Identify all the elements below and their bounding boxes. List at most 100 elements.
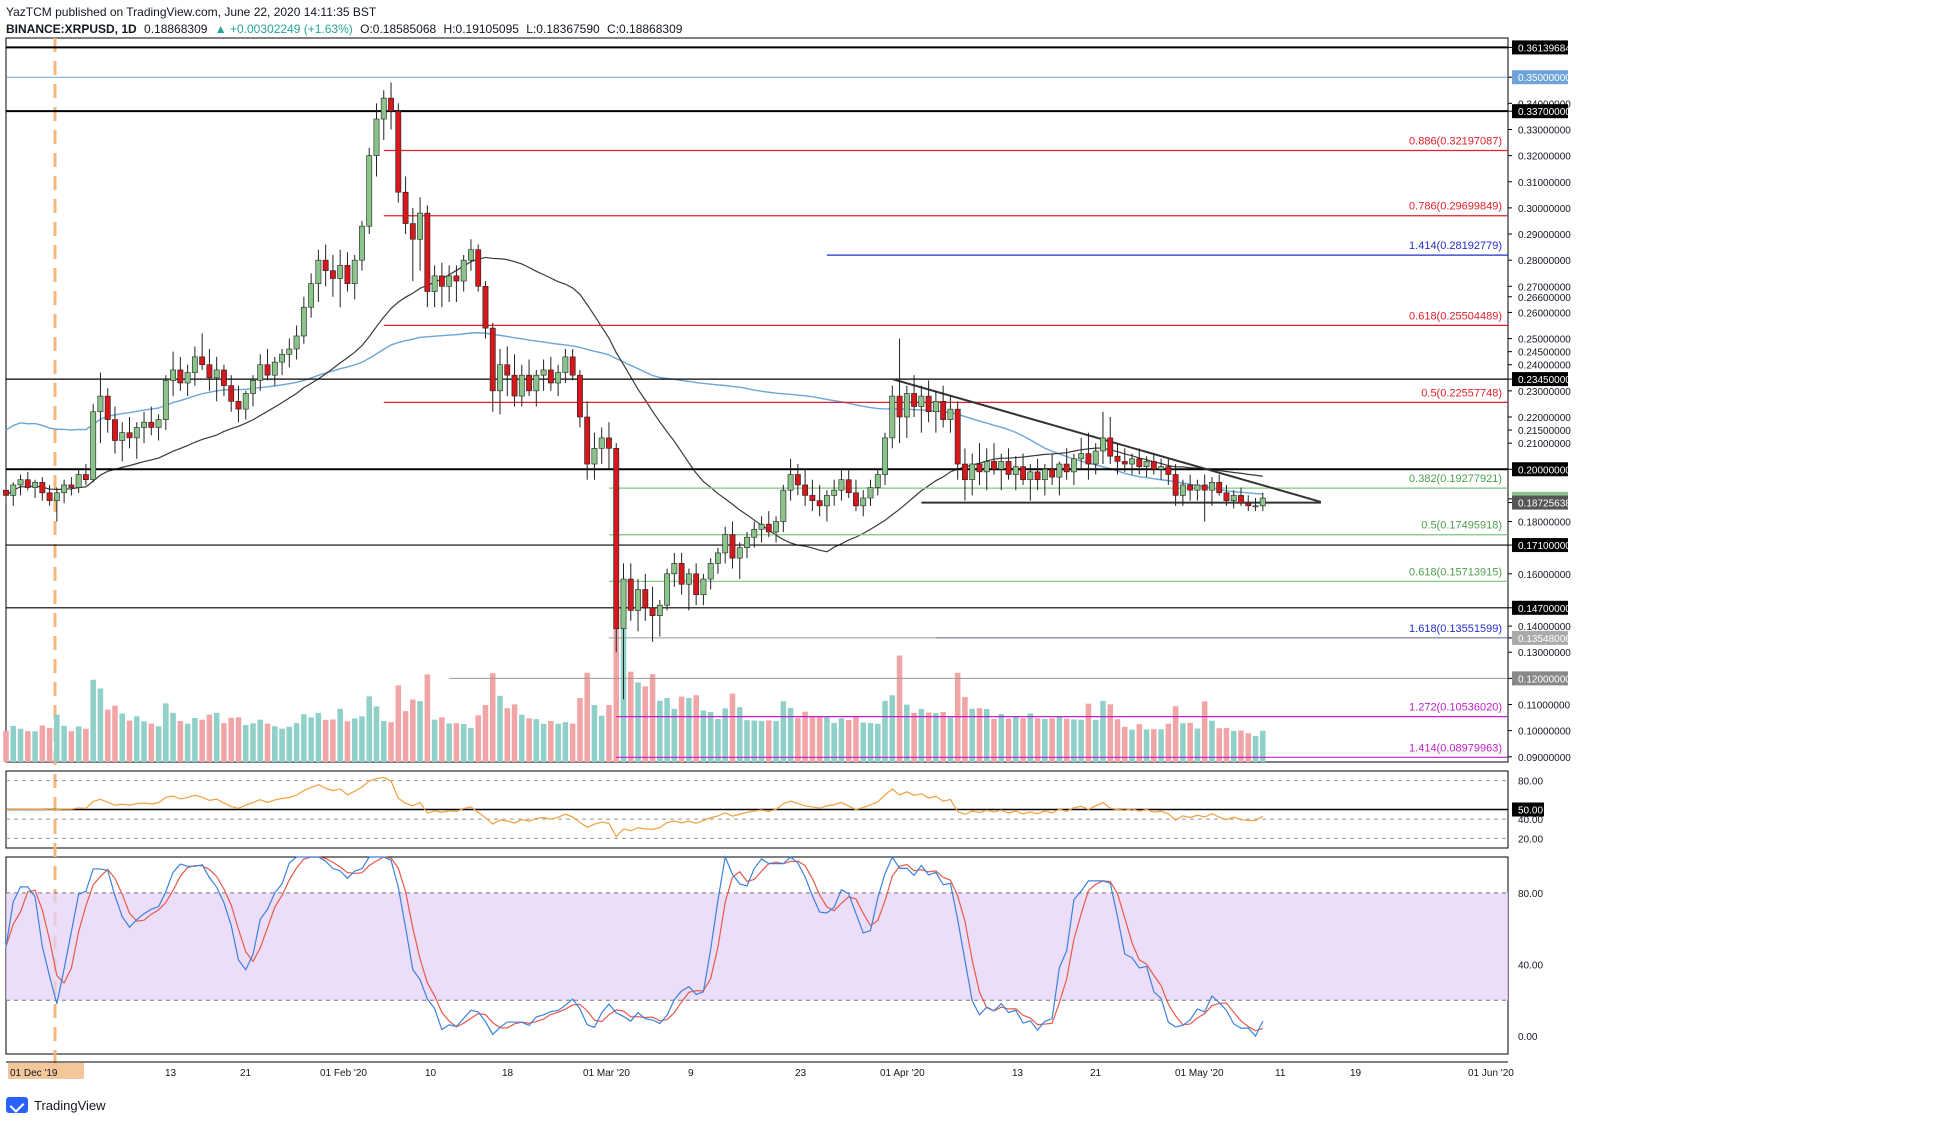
x-tick-label: 19 [1350, 1068, 1362, 1079]
volume-bar [10, 725, 17, 762]
volume-bar [860, 722, 866, 762]
volume-bar [61, 725, 67, 762]
candle-body [75, 474, 82, 488]
candle-body [431, 275, 438, 292]
volume-bar [126, 720, 133, 762]
volume-bar [606, 705, 612, 762]
volume-bar [504, 708, 511, 762]
candle-body [947, 408, 954, 420]
volume-bar [671, 708, 678, 762]
candle-body [896, 395, 903, 418]
candle-body [424, 212, 431, 292]
volume-bar [104, 709, 111, 762]
volume-bar [693, 695, 699, 762]
volume-bar [1013, 716, 1019, 762]
price-tag [1512, 70, 1568, 85]
volume-bar [155, 726, 162, 762]
y-tick-label: 0.10000000 [1518, 727, 1571, 738]
x-tick-label: 13 [165, 1068, 177, 1079]
x-tick-label: 21 [1090, 1068, 1102, 1079]
volume-bar [373, 706, 380, 762]
x-tick-label: 21 [240, 1068, 252, 1079]
price-tag [1512, 104, 1568, 119]
volume-bar [1085, 703, 1092, 762]
y-tick-label: 0.11000000 [1518, 700, 1571, 711]
volume-bar [925, 712, 932, 762]
x-tick-label: 01 Apr '20 [880, 1068, 925, 1079]
candle-body [264, 364, 271, 376]
candle-body [380, 97, 387, 120]
candle-body [329, 270, 336, 279]
volume-bar [192, 717, 198, 762]
volume-bar [417, 701, 423, 762]
volume-bar [213, 712, 220, 762]
rsi-tick-label: 50.00 [1518, 806, 1543, 817]
fib-label: 1.414(0.08979963) [1409, 742, 1502, 754]
candle-body [46, 492, 53, 501]
candle-body [351, 259, 358, 284]
candle-body [533, 374, 540, 392]
candle-body [1070, 458, 1077, 473]
volume-bar [954, 672, 961, 762]
candle-body [1034, 471, 1041, 481]
volume-bar [1020, 718, 1026, 762]
candle-body [736, 547, 743, 559]
candle-body [206, 364, 213, 379]
volume-bar [722, 708, 728, 762]
y-tick-label: 0.18725638 [1518, 499, 1571, 510]
candle-body [1179, 484, 1186, 496]
x-tick-label: 01 Dec '19 [10, 1068, 58, 1079]
volume-bar [206, 714, 213, 762]
candle-body [1150, 461, 1157, 470]
volume-bar [511, 704, 518, 762]
y-tick-label: 0.24500000 [1518, 348, 1571, 359]
volume-bar [1114, 719, 1121, 762]
volume-bar [824, 717, 830, 762]
volume-bar [904, 704, 910, 762]
volume-bar [940, 712, 946, 762]
volume-bar [184, 723, 191, 762]
y-tick-label: 0.24000000 [1518, 361, 1571, 372]
stoch-tick-label: 40.00 [1518, 960, 1543, 971]
candle-body [598, 437, 605, 449]
price-chart[interactable]: 0.886(0.32197087) 0.786(0.29699849) 1.414(… [0, 0, 1934, 1095]
volume-bar [635, 682, 641, 762]
candle-body [555, 372, 562, 384]
volume-bar [446, 723, 452, 762]
candle-body [1012, 466, 1019, 475]
symbol-label: BINANCE:XRPUSD, 1D [6, 22, 137, 36]
y-tick-label: 0.26600000 [1518, 293, 1571, 304]
volume-bar [46, 727, 53, 762]
candle-body [126, 432, 133, 439]
candle-body [729, 534, 736, 559]
candle-body [1027, 471, 1034, 481]
volume-bar [97, 688, 104, 762]
volume-bar [1092, 719, 1099, 762]
candle-body [874, 474, 881, 488]
candle-body [671, 563, 678, 575]
candle-body [678, 563, 685, 585]
volume-bar [707, 711, 714, 762]
y-tick-label: 0.23450000 [1518, 375, 1571, 386]
volume-bar [569, 723, 576, 762]
candle-body [1172, 474, 1179, 496]
candle-body [918, 395, 925, 407]
volume-bar [700, 710, 707, 762]
volume-bar [758, 720, 765, 762]
trend-line [892, 378, 1322, 503]
date-tag [8, 1063, 84, 1079]
candle-body [315, 259, 322, 284]
candle-body [191, 356, 198, 373]
volume-bar [272, 726, 278, 762]
candle-body [976, 463, 983, 473]
candle-body [453, 275, 460, 282]
candle-body [925, 395, 932, 413]
price-tag [1512, 372, 1568, 387]
volume-bar [1172, 706, 1179, 762]
fib-label: 1.272(0.10536020) [1409, 702, 1502, 714]
volume-bar [1223, 727, 1230, 762]
close-value: C:0.18868309 [607, 22, 683, 36]
y-tick-label: 0.26000000 [1518, 308, 1571, 319]
candle-body [576, 374, 583, 418]
candle-body [1100, 437, 1106, 452]
